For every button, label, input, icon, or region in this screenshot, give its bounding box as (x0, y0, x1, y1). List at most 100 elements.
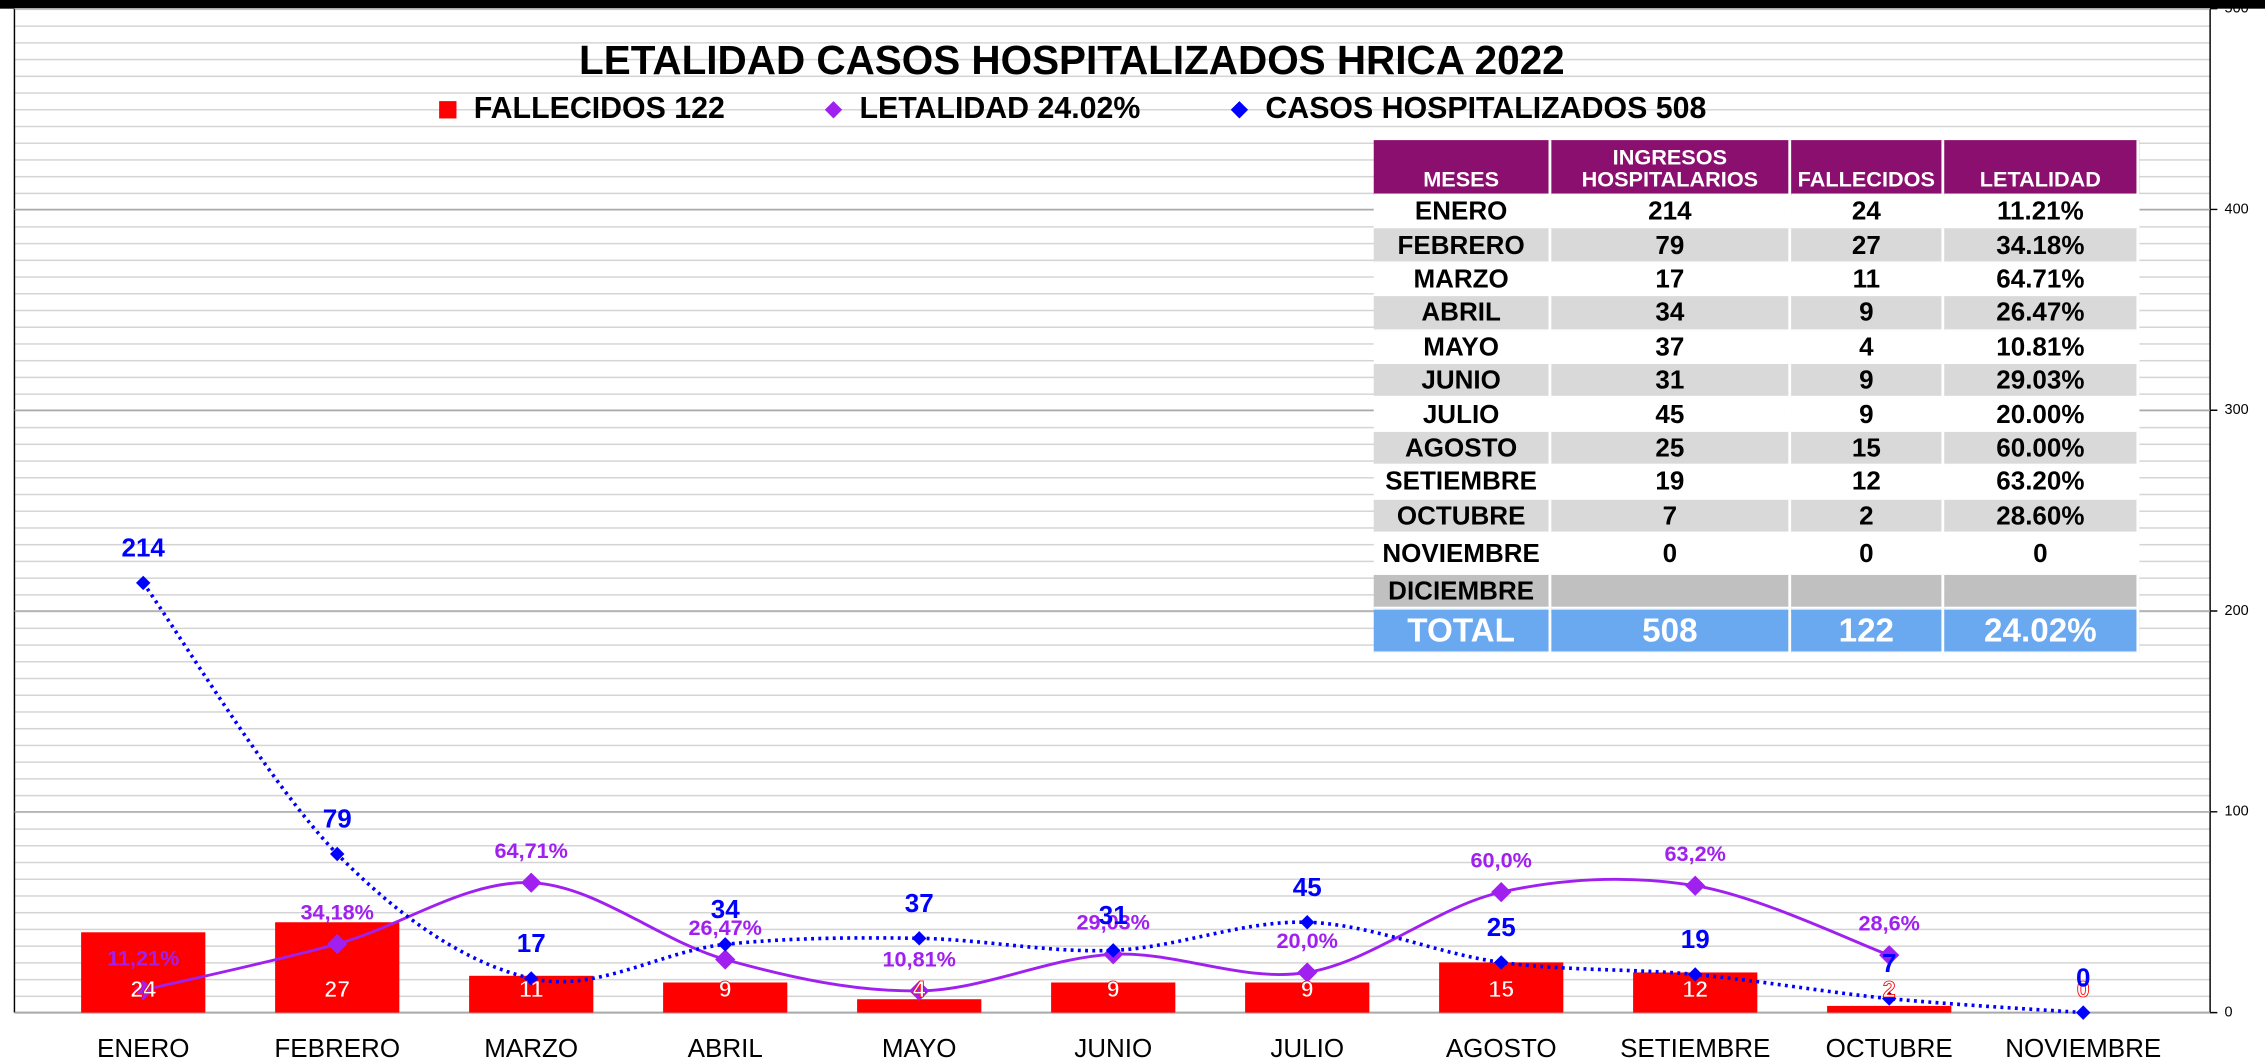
table-cell: 25 (1551, 431, 1792, 466)
x-tick-label: OCTUBRE (1826, 1033, 1953, 1063)
table-cell: 508 (1551, 608, 1792, 654)
y2-tick-label: 100 (2225, 804, 2249, 820)
table-cell: 79 (1551, 228, 1792, 263)
table-cell: 34.18% (1944, 228, 2140, 263)
table-cell: 17 (1551, 262, 1792, 297)
table-row: DICIEMBRE (1373, 574, 2140, 609)
table-cell: 28.60% (1944, 499, 2140, 533)
table-cell: 7 (1551, 499, 1792, 533)
table-row: NOVIEMBRE 0 0 0 (1373, 532, 2140, 575)
table-cell: 20.00% (1944, 397, 2140, 432)
table-row: ENERO 214 24 11.21% (1373, 195, 2140, 229)
table-cell: 9 (1791, 363, 1945, 398)
table-cell: 24 (1791, 195, 1945, 229)
marker (1491, 882, 1512, 903)
marker (911, 931, 927, 946)
legend-label: FALLECIDOS 122 (474, 92, 725, 125)
point-label: 20,0% (1277, 928, 1338, 953)
bar (663, 982, 788, 1013)
table-cell: JUNIO (1373, 363, 1552, 398)
table-cell: 19 (1551, 465, 1792, 500)
point-label: 64,71% (494, 838, 567, 863)
table-row: AGOSTO 25 15 60.00% (1373, 431, 2140, 466)
table-cell: 122 (1791, 608, 1945, 654)
point-label: 37 (905, 888, 934, 918)
x-tick-label: AGOSTO (1446, 1033, 1557, 1063)
marker (1685, 875, 1706, 896)
chart-title: LETALIDAD CASOS HOSPITALIZADOS HRICA 202… (579, 37, 1565, 83)
x-tick-label: JUNIO (1074, 1033, 1152, 1063)
x-tick-label: FEBRERO (274, 1033, 400, 1063)
x-tick-label: SETIEMBRE (1620, 1033, 1770, 1063)
table-cell: 31 (1551, 363, 1792, 398)
legend-label: CASOS HOSPITALIZADOS 508 (1265, 92, 1706, 125)
table-cell (1791, 574, 1945, 609)
x-tick-label: MARZO (484, 1033, 578, 1063)
legend-swatch (824, 101, 843, 119)
marker (1687, 967, 1703, 982)
table-cell: 9 (1791, 296, 1945, 331)
point-label: 214 (122, 533, 166, 563)
bar (1439, 962, 1564, 1013)
bar-label: 9 (1301, 976, 1314, 1002)
table-row: TOTAL 508 122 24.02% (1373, 608, 2140, 654)
table-cell: 0 (1551, 532, 1792, 575)
table-cell: 10.81% (1944, 330, 2140, 364)
marker (909, 980, 930, 1002)
table-row: JULIO 45 9 20.00% (1373, 397, 2140, 432)
table-cell: 27 (1791, 228, 1945, 263)
point-label: 60,0% (1471, 848, 1532, 873)
legend-swatch (439, 101, 457, 119)
table-cell: NOVIEMBRE (1373, 532, 1552, 575)
table-row: MAYO 37 4 10.81% (1373, 330, 2140, 364)
table-row: MARZO 17 11 64.71% (1373, 262, 2140, 297)
table-cell: FALLECIDOS (1791, 140, 1945, 196)
y2-tick-label: 300 (2225, 402, 2249, 418)
bar-label: 4 (913, 976, 926, 1002)
marker (1493, 955, 1509, 970)
table-row: JUNIO 31 9 29.03% (1373, 363, 2140, 398)
table-cell (1551, 574, 1792, 609)
y2-tick-label: 0 (2225, 1004, 2233, 1020)
table-cell: SETIEMBRE (1373, 465, 1552, 500)
bar-label: 2 (1883, 976, 1896, 1002)
bar-label: 9 (1107, 976, 1120, 1002)
table-row: MESES INGRESOS HOSPITALARIOS FALLECIDOS LET… (1373, 140, 2140, 196)
x-tick-label: JULIO (1270, 1033, 1344, 1063)
table-cell: DICIEMBRE (1373, 574, 1552, 609)
legend-swatch (1230, 101, 1249, 119)
marker (1299, 915, 1315, 930)
top-bar (0, 0, 2265, 9)
table-cell: 15 (1791, 431, 1945, 466)
table-cell: 11 (1791, 262, 1945, 297)
table-cell: MESES (1373, 140, 1552, 196)
x-tick-label: ABRIL (688, 1033, 763, 1063)
bar-label: 15 (1488, 976, 1514, 1002)
bar-label: 9 (719, 976, 732, 1002)
table-cell: 0 (1944, 532, 2140, 575)
bar (1051, 982, 1176, 1013)
table-cell: 60.00% (1944, 431, 2140, 466)
point-label: 45 (1293, 872, 1322, 902)
point-label: 31 (1099, 900, 1128, 930)
table-row: OCTUBRE 7 2 28.60% (1373, 499, 2140, 533)
point-label: 19 (1681, 924, 1710, 954)
table-cell: 11.21% (1944, 195, 2140, 229)
bar-label: 11 (519, 976, 544, 1002)
table-cell: LETALIDAD (1944, 140, 2140, 196)
table-cell: 34 (1551, 296, 1792, 331)
marker (717, 937, 733, 952)
table-cell: 2 (1791, 499, 1945, 533)
bar (1245, 982, 1370, 1013)
x-tick-label: MAYO (882, 1033, 957, 1063)
point-label: 26,47% (688, 915, 761, 940)
y2-tick-label: 500 (2225, 0, 2249, 16)
y2-tick-label: 400 (2225, 201, 2249, 217)
table-cell: MAYO (1373, 330, 1552, 364)
table-row: SETIEMBRE 19 12 63.20% (1373, 465, 2140, 500)
table-cell: 214 (1551, 195, 1792, 229)
table-cell: ENERO (1373, 195, 1552, 229)
table-cell: TOTAL (1373, 608, 1552, 654)
table-cell (1944, 574, 2140, 609)
